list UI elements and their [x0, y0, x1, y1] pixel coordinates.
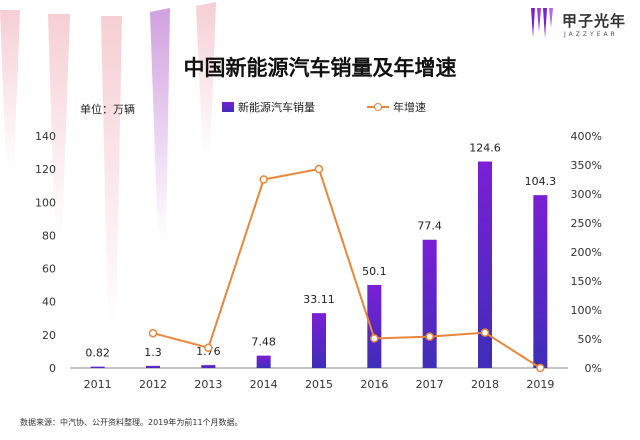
- y-left-tick-label: 80: [42, 229, 56, 242]
- x-tick-label: 2012: [139, 378, 167, 391]
- y-right-tick-label: 350%: [571, 159, 602, 172]
- y-left-tick-label: 120: [35, 163, 56, 176]
- growth-line: [152, 167, 541, 369]
- bar-value-label: 33.11: [303, 293, 335, 306]
- y-right-tick-label: 50%: [578, 333, 602, 346]
- y-left-tick-label: 60: [42, 263, 56, 276]
- x-tick-label: 2016: [360, 378, 388, 391]
- y-left-tick-label: 0: [49, 362, 56, 375]
- logo-bars-icon: [531, 8, 553, 38]
- bar-value-label: 104.3: [525, 175, 557, 188]
- x-tick-label: 2019: [526, 378, 554, 391]
- growth-point: [148, 328, 158, 338]
- x-tick-label: 2015: [305, 378, 333, 391]
- logo-subtext: JAZZYEAR: [564, 31, 618, 38]
- y-left-tick-label: 140: [35, 130, 56, 143]
- growth-point: [259, 175, 268, 184]
- bar: [312, 313, 326, 368]
- x-tick-label: 2018: [471, 378, 499, 391]
- x-tick-label: 2014: [250, 378, 278, 391]
- y-right-tick-label: 150%: [571, 275, 602, 288]
- y-right-tick-label: 250%: [571, 217, 602, 230]
- x-tick-label: 2011: [84, 378, 112, 391]
- legend-item-bar: 新能源汽车销量: [222, 99, 315, 115]
- growth-point: [314, 164, 324, 174]
- y-right-tick-label: 200%: [571, 246, 602, 259]
- unit-label: 单位：万辆: [80, 103, 135, 116]
- chart-title: 中国新能源汽车销量及年增速: [183, 56, 457, 80]
- legend-line-label: 年增速: [393, 101, 426, 114]
- source-note: 数据来源：中汽协、公开资料整理。2019年为前11个月数据。: [20, 418, 243, 427]
- bar-value-label: 124.6: [469, 142, 501, 155]
- x-tick-label: 2013: [194, 378, 222, 391]
- bar: [256, 355, 271, 368]
- brand-logo: 甲子光年 JAZZYEAR: [530, 6, 634, 50]
- bar: [201, 365, 216, 368]
- y-left-tick-label: 40: [42, 296, 56, 309]
- bar: [90, 366, 105, 368]
- bar-value-label: 0.82: [85, 347, 110, 360]
- logo-text: 甲子光年: [562, 12, 627, 30]
- bar: [146, 365, 160, 368]
- growth-point: [204, 343, 213, 352]
- growth-point: [536, 363, 545, 373]
- bar: [533, 195, 548, 368]
- bar: [478, 161, 492, 368]
- legend-bar-label: 新能源汽车销量: [238, 101, 315, 114]
- bar-value-label: 1.3: [144, 346, 162, 359]
- y-right-tick-label: 0%: [585, 362, 602, 375]
- bar-value-label: 7.48: [251, 336, 276, 349]
- growth-point: [370, 334, 379, 343]
- bar: [422, 239, 437, 368]
- x-tick-label: 2017: [416, 378, 444, 391]
- legend-line-swatch: [367, 102, 389, 112]
- bar-value-label: 50.1: [362, 265, 387, 278]
- y-left-tick-label: 100: [35, 196, 56, 209]
- y-right-tick-label: 400%: [571, 130, 602, 143]
- y-right-tick-label: 100%: [571, 304, 602, 317]
- legend-item-line: 年增速: [367, 99, 426, 115]
- y-right-tick-label: 300%: [571, 188, 602, 201]
- growth-point: [480, 328, 490, 337]
- growth-point: [425, 332, 434, 341]
- bar-value-label: 77.4: [417, 220, 442, 233]
- bar: [367, 284, 382, 368]
- y-left-tick-label: 20: [42, 329, 56, 342]
- legend-bar-swatch: [222, 102, 234, 112]
